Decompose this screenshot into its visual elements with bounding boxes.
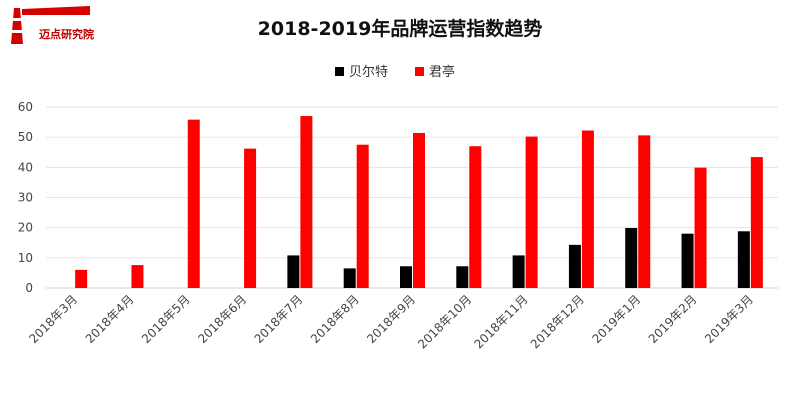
bar	[512, 255, 525, 288]
x-tick-label: 2019年2月	[646, 292, 700, 346]
legend-swatch	[335, 67, 344, 76]
bar	[638, 135, 651, 288]
y-tick-label: 10	[18, 251, 33, 265]
bar	[343, 268, 356, 288]
x-tick-label: 2018年11月	[471, 292, 530, 351]
bar	[300, 116, 313, 288]
y-tick-label: 40	[18, 160, 33, 174]
x-tick-label: 2018年5月	[139, 292, 193, 346]
x-tick-label: 2018年7月	[252, 292, 306, 346]
legend-label: 贝尔特	[349, 65, 388, 80]
bar	[75, 269, 88, 288]
x-tick-label: 2019年3月	[702, 292, 756, 346]
logo-text: 迈点研究院	[39, 28, 94, 41]
legend-label: 君亭	[429, 64, 455, 80]
bar	[694, 167, 707, 288]
bar	[469, 146, 482, 288]
bar	[131, 265, 144, 288]
bar	[287, 255, 300, 288]
bar	[356, 144, 369, 288]
chart-title: 2018-2019年品牌运营指数趋势	[257, 18, 543, 40]
bar	[187, 119, 200, 288]
bar	[568, 244, 581, 288]
x-tick-label: 2018年3月	[26, 292, 80, 346]
bar	[625, 227, 638, 288]
bar	[525, 136, 538, 288]
x-tick-label: 2018年4月	[83, 292, 137, 346]
bar	[413, 132, 425, 288]
bar	[737, 231, 750, 288]
x-tick-label: 2019年1月	[589, 292, 643, 346]
bar	[581, 130, 594, 288]
x-tick-label: 2018年6月	[195, 292, 249, 346]
y-tick-label: 50	[18, 130, 33, 144]
bar	[456, 266, 469, 288]
y-tick-label: 60	[18, 100, 33, 114]
bar	[400, 266, 412, 288]
lighthouse-icon	[11, 6, 90, 44]
x-tick-label: 2018年9月	[364, 292, 418, 346]
bar	[244, 148, 257, 288]
logo: 迈点研究院	[6, 6, 94, 46]
legend-swatch	[415, 67, 424, 76]
bar	[750, 157, 763, 288]
x-tick-label: 2018年12月	[528, 292, 587, 351]
y-tick-label: 20	[18, 221, 33, 235]
x-tick-label: 2018年10月	[415, 292, 474, 351]
y-tick-label: 0	[25, 281, 33, 295]
bar	[681, 233, 694, 288]
x-tick-label: 2018年8月	[308, 292, 362, 346]
y-tick-label: 30	[18, 191, 33, 205]
